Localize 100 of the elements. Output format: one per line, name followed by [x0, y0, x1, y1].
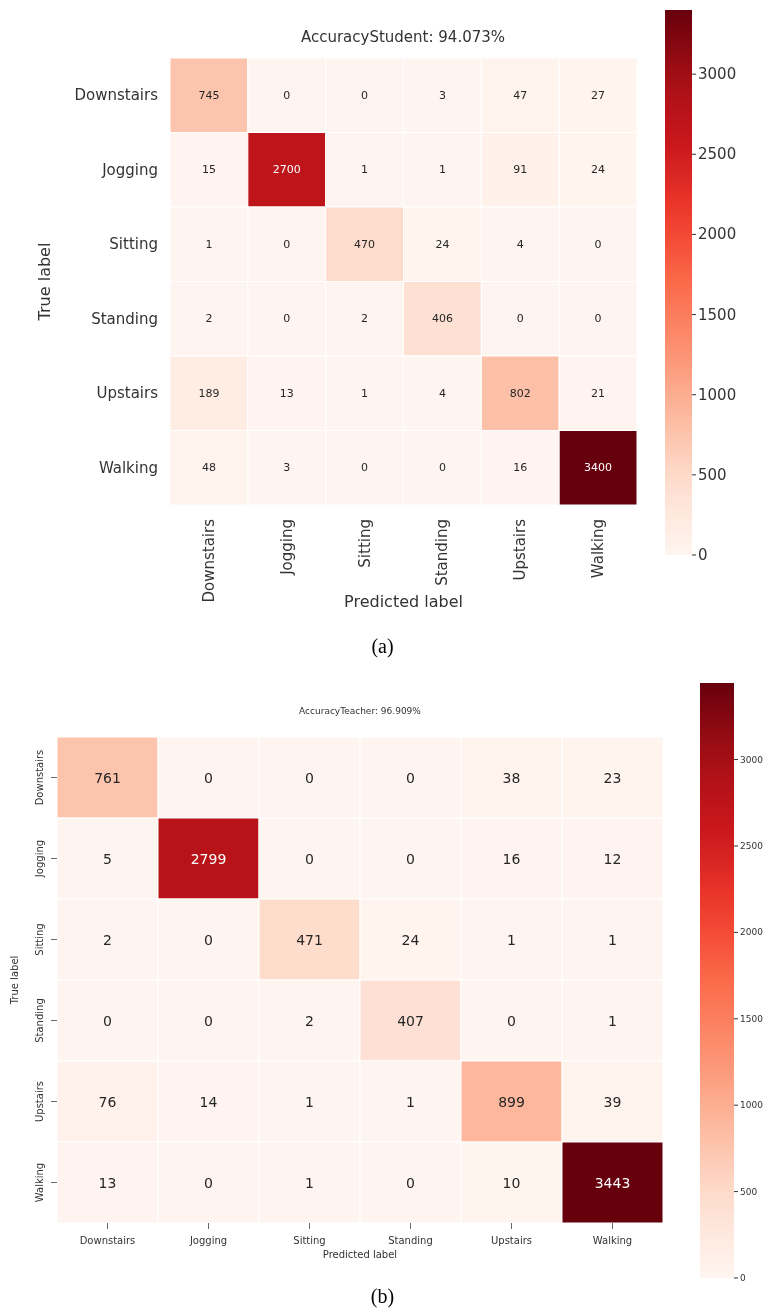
x-tick-label: Sitting [355, 519, 374, 568]
y-tick-label: Sitting [34, 923, 45, 956]
data-label: 48 [201, 461, 216, 475]
data-label: 1 [361, 386, 369, 400]
x-tick-label: Downstairs [79, 1235, 136, 1247]
data-label: 0 [283, 237, 291, 251]
data-label: 0 [103, 1012, 112, 1029]
data-label: 13 [98, 1174, 117, 1191]
data-label: 4 [438, 386, 446, 400]
data-label: 1 [305, 1093, 314, 1110]
data-label: 1 [205, 237, 213, 251]
data-label: 0 [594, 237, 602, 251]
color-bar-label: 2500 [740, 840, 764, 851]
data-label: 0 [507, 1012, 516, 1029]
x-tick-label: Jogging [188, 1235, 228, 1247]
y-tick-label: Standing [34, 998, 45, 1043]
data-label: 47 [513, 88, 528, 102]
y-axis-title: True label [34, 242, 54, 322]
data-label: 1 [305, 1174, 314, 1191]
data-label: 13 [279, 386, 294, 400]
data-label: 899 [498, 1093, 525, 1110]
text: (b) [369, 1285, 396, 1308]
chart-title: AccuracyTeacher: 96.909% [298, 706, 422, 716]
data-label: 189 [198, 386, 220, 400]
data-label: 0 [406, 1174, 415, 1191]
data-label: 16 [513, 461, 528, 475]
y-axis-title: True label [8, 955, 20, 1006]
x-axis-title: Predicted label [322, 1249, 398, 1260]
data-label: 1 [608, 931, 617, 948]
data-label: 2 [205, 312, 213, 326]
y-tick-label: Upstairs [34, 1080, 45, 1123]
color-bar-label: 1500 [698, 305, 737, 324]
data-label: 0 [406, 850, 415, 867]
y-tick-label: Jogging [101, 160, 158, 179]
color-bar-label: 1500 [740, 1013, 764, 1024]
data-label: 2 [361, 312, 369, 326]
data-label: 3443 [594, 1174, 631, 1191]
y-tick-label: Jogging [34, 839, 45, 879]
color-bar-label: 2000 [698, 225, 737, 244]
data-label: 0 [305, 769, 314, 786]
data-label: 1 [361, 163, 369, 177]
y-tick-label: Upstairs [96, 384, 159, 403]
data-label: 406 [431, 312, 453, 326]
data-label: 2 [305, 1012, 314, 1029]
data-label: 0 [204, 769, 213, 786]
x-tick-label: Walking [589, 519, 608, 579]
data-label: 16 [502, 850, 521, 867]
x-tick-label: Standing [433, 519, 452, 586]
color-bar-label: 1000 [740, 1100, 764, 1111]
x-tick-label: Upstairs [490, 1235, 533, 1247]
color-bar-label: 500 [740, 1186, 758, 1197]
y-tick-label: Downstairs [74, 86, 159, 105]
color-bar-label: 3000 [740, 754, 764, 765]
color-bar-label: 3000 [698, 65, 737, 84]
data-label: 745 [198, 88, 220, 102]
x-tick-label: Downstairs [199, 518, 218, 603]
x-tick-label: Jogging [277, 519, 296, 576]
x-tick-label: Walking [592, 1235, 633, 1247]
data-label: 0 [204, 1012, 213, 1029]
data-label: 5 [103, 850, 112, 867]
data-label: 23 [603, 769, 622, 786]
color-bar-label: 1000 [698, 385, 737, 404]
data-label: 10 [502, 1174, 521, 1191]
color-bar-label: 2000 [740, 927, 764, 938]
x-tick-label: Sitting [293, 1235, 326, 1247]
data-label: 24 [591, 163, 606, 177]
data-label: 0 [204, 1174, 213, 1191]
data-label: 14 [199, 1093, 218, 1110]
data-label: 470 [354, 237, 376, 251]
data-label: 27 [591, 88, 606, 102]
data-label: 3400 [584, 461, 613, 475]
data-label: 91 [513, 163, 528, 177]
data-label: 471 [296, 931, 323, 948]
data-label: 802 [509, 386, 531, 400]
data-label: 76 [98, 1093, 117, 1110]
data-label: 0 [438, 461, 446, 475]
color-bar-label: 0 [740, 1273, 746, 1283]
x-tick-label: Standing [388, 1235, 433, 1247]
text: (a) [370, 635, 395, 658]
data-label: 0 [204, 931, 213, 948]
data-label: 761 [94, 769, 121, 786]
chart-title: AccuracyStudent: 94.073% [299, 28, 507, 46]
data-label: 0 [594, 312, 602, 326]
data-label: 0 [361, 88, 369, 102]
y-tick-label: Walking [98, 458, 158, 477]
y-tick-label: Walking [34, 1162, 45, 1203]
data-label: 1 [608, 1012, 617, 1029]
data-label: 4 [516, 237, 524, 251]
y-tick-label: Downstairs [34, 749, 45, 806]
data-label: 24 [435, 237, 450, 251]
data-label: 2 [103, 931, 112, 948]
data-label: 39 [603, 1093, 622, 1110]
data-label: 15 [201, 163, 216, 177]
y-tick-label: Standing [91, 309, 158, 328]
data-label: 2799 [190, 850, 227, 867]
data-label: 21 [591, 386, 606, 400]
x-tick-label: Upstairs [511, 518, 530, 581]
data-label: 38 [502, 769, 521, 786]
x-axis-title: Predicted label [344, 592, 463, 611]
data-label: 1 [438, 163, 446, 177]
